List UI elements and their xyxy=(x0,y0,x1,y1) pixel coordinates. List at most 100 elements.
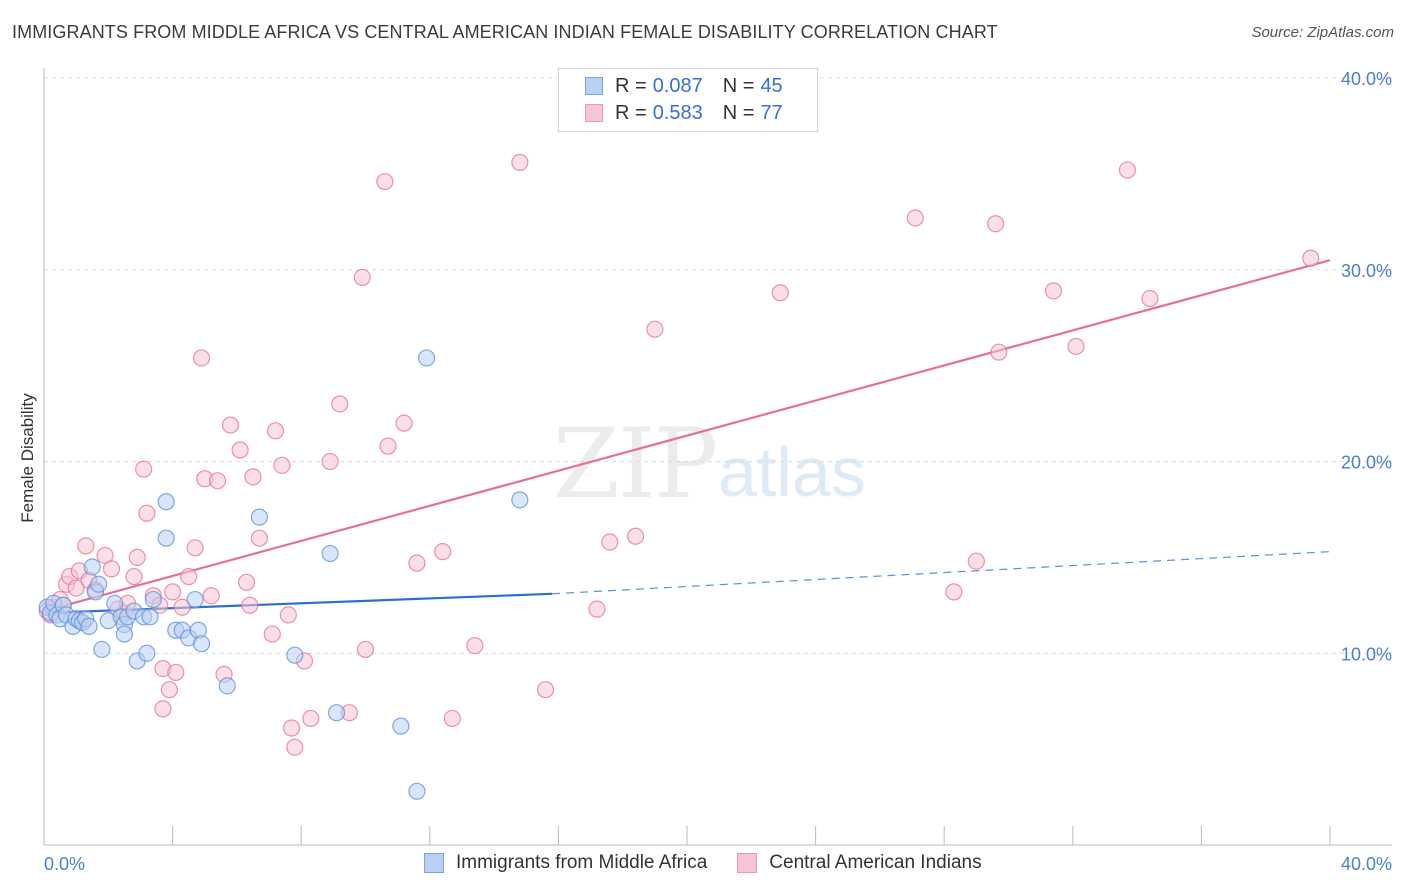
chart-title: IMMIGRANTS FROM MIDDLE AFRICA VS CENTRAL… xyxy=(12,22,998,42)
point-central-american-indian xyxy=(511,153,529,171)
point-middle-africa xyxy=(157,493,175,511)
point-middle-africa xyxy=(286,646,304,664)
trend-line-middle-africa-extension xyxy=(551,551,1331,595)
point-central-american-indian xyxy=(160,681,178,699)
point-central-american-indian xyxy=(244,468,262,486)
legend-item-central-american-indians[interactable]: Central American Indians xyxy=(737,852,982,874)
blue-swatch xyxy=(585,77,603,95)
point-central-american-indian xyxy=(167,663,185,682)
legend-label: Central American Indians xyxy=(769,852,982,873)
point-middle-africa xyxy=(392,717,410,735)
point-central-american-indian xyxy=(263,625,281,643)
point-middle-africa xyxy=(144,590,162,609)
point-central-american-indian xyxy=(987,215,1005,233)
point-central-american-indian xyxy=(266,422,285,440)
legend-n-label: N = xyxy=(722,74,755,97)
point-middle-africa xyxy=(327,704,346,722)
x-tick-label: 0.0% xyxy=(44,854,85,874)
point-central-american-indian xyxy=(67,579,85,597)
point-central-american-indian xyxy=(202,587,220,605)
point-middle-africa xyxy=(93,640,111,659)
point-middle-africa xyxy=(83,558,101,576)
series-legend: Immigrants from Middle Africa Central Am… xyxy=(424,852,1012,874)
legend-n-label: N = xyxy=(722,101,755,124)
y-tick-label: 10.0% xyxy=(1341,644,1392,664)
point-central-american-indian xyxy=(138,504,156,522)
point-central-american-indian xyxy=(771,284,789,302)
point-central-american-indian xyxy=(102,560,121,578)
point-central-american-indian xyxy=(273,456,291,474)
point-central-american-indian xyxy=(302,709,320,728)
point-central-american-indian xyxy=(1141,289,1159,308)
point-middle-africa xyxy=(80,617,98,636)
point-central-american-indian xyxy=(1067,337,1085,356)
point-central-american-indian xyxy=(286,738,304,756)
point-central-american-indian xyxy=(231,441,249,459)
point-central-american-indian xyxy=(395,414,413,432)
point-central-american-indian xyxy=(408,554,426,572)
point-middle-africa xyxy=(250,508,269,526)
point-central-american-indian xyxy=(173,598,191,616)
blue-swatch xyxy=(424,853,444,873)
legend-n-value: 45 xyxy=(760,74,783,97)
point-central-american-indian xyxy=(626,527,645,545)
y-tick-label: 20.0% xyxy=(1341,453,1392,473)
legend-n-value: 77 xyxy=(760,101,783,124)
point-central-american-indian xyxy=(164,583,182,601)
point-central-american-indian xyxy=(443,709,461,728)
point-central-american-indian xyxy=(209,472,227,490)
point-central-american-indian xyxy=(646,320,664,338)
point-middle-africa xyxy=(138,644,156,662)
point-central-american-indian xyxy=(1118,161,1137,179)
point-central-american-indian xyxy=(186,539,204,557)
point-middle-africa xyxy=(511,491,529,509)
point-central-american-indian xyxy=(353,268,371,287)
point-central-american-indian xyxy=(135,460,153,478)
data-points xyxy=(38,153,1320,800)
point-central-american-indian xyxy=(967,552,985,570)
point-central-american-indian xyxy=(331,395,349,413)
point-central-american-indian xyxy=(466,636,484,655)
legend-r-value: 0.087 xyxy=(652,74,703,97)
point-central-american-indian xyxy=(588,600,606,618)
chart-source: Source: ZipAtlas.com xyxy=(1251,24,1394,41)
point-central-american-indian xyxy=(379,437,397,455)
point-central-american-indian xyxy=(376,172,394,191)
point-central-american-indian xyxy=(221,416,240,434)
point-central-american-indian xyxy=(237,573,256,591)
point-central-american-indian xyxy=(434,543,452,561)
point-central-american-indian xyxy=(125,567,143,586)
point-central-american-indian xyxy=(279,606,297,624)
point-middle-africa xyxy=(321,544,339,563)
point-central-american-indian xyxy=(990,343,1008,361)
point-central-american-indian xyxy=(356,640,375,659)
trend-line-central-american-indians xyxy=(43,259,1331,613)
y-tick-label: 40.0% xyxy=(1341,69,1392,89)
point-middle-africa xyxy=(157,529,175,547)
legend-label: Immigrants from Middle Africa xyxy=(456,852,708,873)
x-tick-label: 40.0% xyxy=(1341,854,1392,874)
y-tick-label: 30.0% xyxy=(1341,261,1392,281)
point-central-american-indian xyxy=(321,452,339,471)
axes xyxy=(43,68,1392,846)
point-middle-africa xyxy=(408,782,426,800)
trend-lines xyxy=(43,259,1331,615)
point-central-american-indian xyxy=(192,349,211,367)
point-central-american-indian xyxy=(128,548,146,566)
point-central-american-indian xyxy=(1044,282,1063,300)
point-middle-africa xyxy=(186,590,204,609)
point-middle-africa xyxy=(90,575,108,593)
gridlines xyxy=(44,77,1392,654)
point-central-american-indian xyxy=(282,719,301,737)
point-central-american-indian xyxy=(536,681,555,699)
legend-item-middle-africa[interactable]: Immigrants from Middle Africa xyxy=(424,852,707,874)
point-central-american-indian xyxy=(601,533,619,551)
point-central-american-indian xyxy=(945,583,963,601)
point-central-american-indian xyxy=(250,529,269,547)
legend-r-label: R = xyxy=(615,101,647,124)
point-central-american-indian xyxy=(241,596,259,614)
point-central-american-indian xyxy=(180,567,198,586)
legend-row-blue: R = 0.087 N = 45 xyxy=(585,74,783,98)
point-middle-africa xyxy=(115,625,133,643)
